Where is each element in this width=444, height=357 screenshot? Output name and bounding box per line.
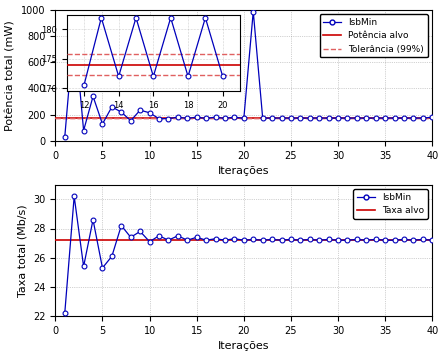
Y-axis label: Taxa total (Mb/s): Taxa total (Mb/s) (18, 204, 28, 297)
Legend: IsbMin, Taxa alvo: IsbMin, Taxa alvo (353, 189, 428, 219)
X-axis label: Iterações: Iterações (218, 341, 270, 351)
X-axis label: Iterações: Iterações (218, 166, 270, 176)
Legend: IsbMin, Potência alvo, Tolerância (99%): IsbMin, Potência alvo, Tolerância (99%) (320, 14, 428, 57)
Y-axis label: Potência total (mW): Potência total (mW) (6, 20, 16, 131)
